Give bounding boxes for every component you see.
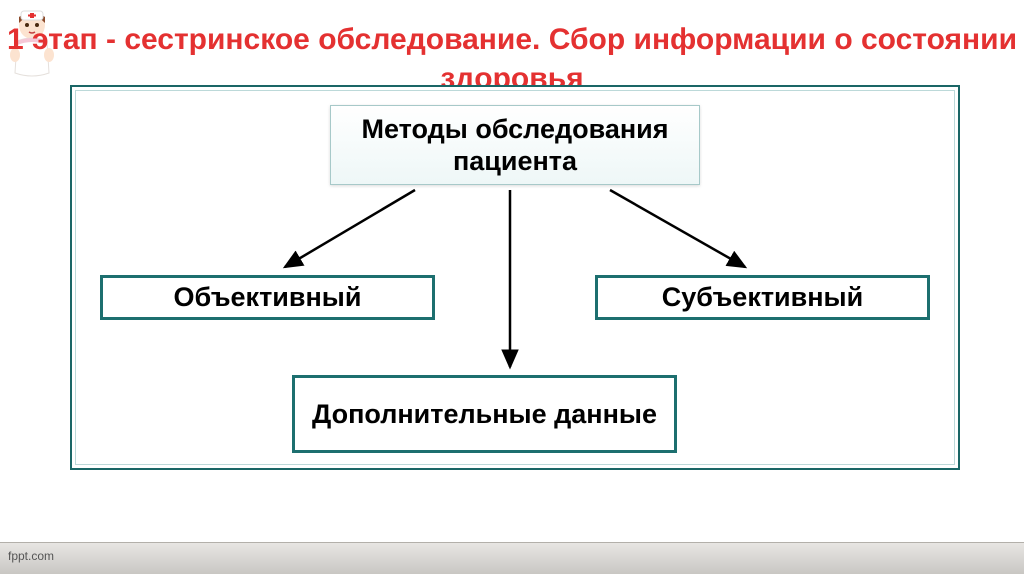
node-additional: Дополнительные данные xyxy=(292,375,677,453)
node-subjective-label: Субъективный xyxy=(662,281,863,313)
taskbar: fppt.com xyxy=(0,542,1024,574)
node-additional-label: Дополнительные данные xyxy=(312,398,657,430)
slide: 1 этап - сестринское обследование. Сбор … xyxy=(0,0,1024,574)
node-methods: Методы обследования пациента xyxy=(330,105,700,185)
node-subjective: Субъективный xyxy=(595,275,930,320)
taskbar-label: fppt.com xyxy=(8,549,54,563)
node-objective-label: Объективный xyxy=(174,281,362,313)
node-objective: Объективный xyxy=(100,275,435,320)
node-methods-label: Методы обследования пациента xyxy=(331,113,699,178)
